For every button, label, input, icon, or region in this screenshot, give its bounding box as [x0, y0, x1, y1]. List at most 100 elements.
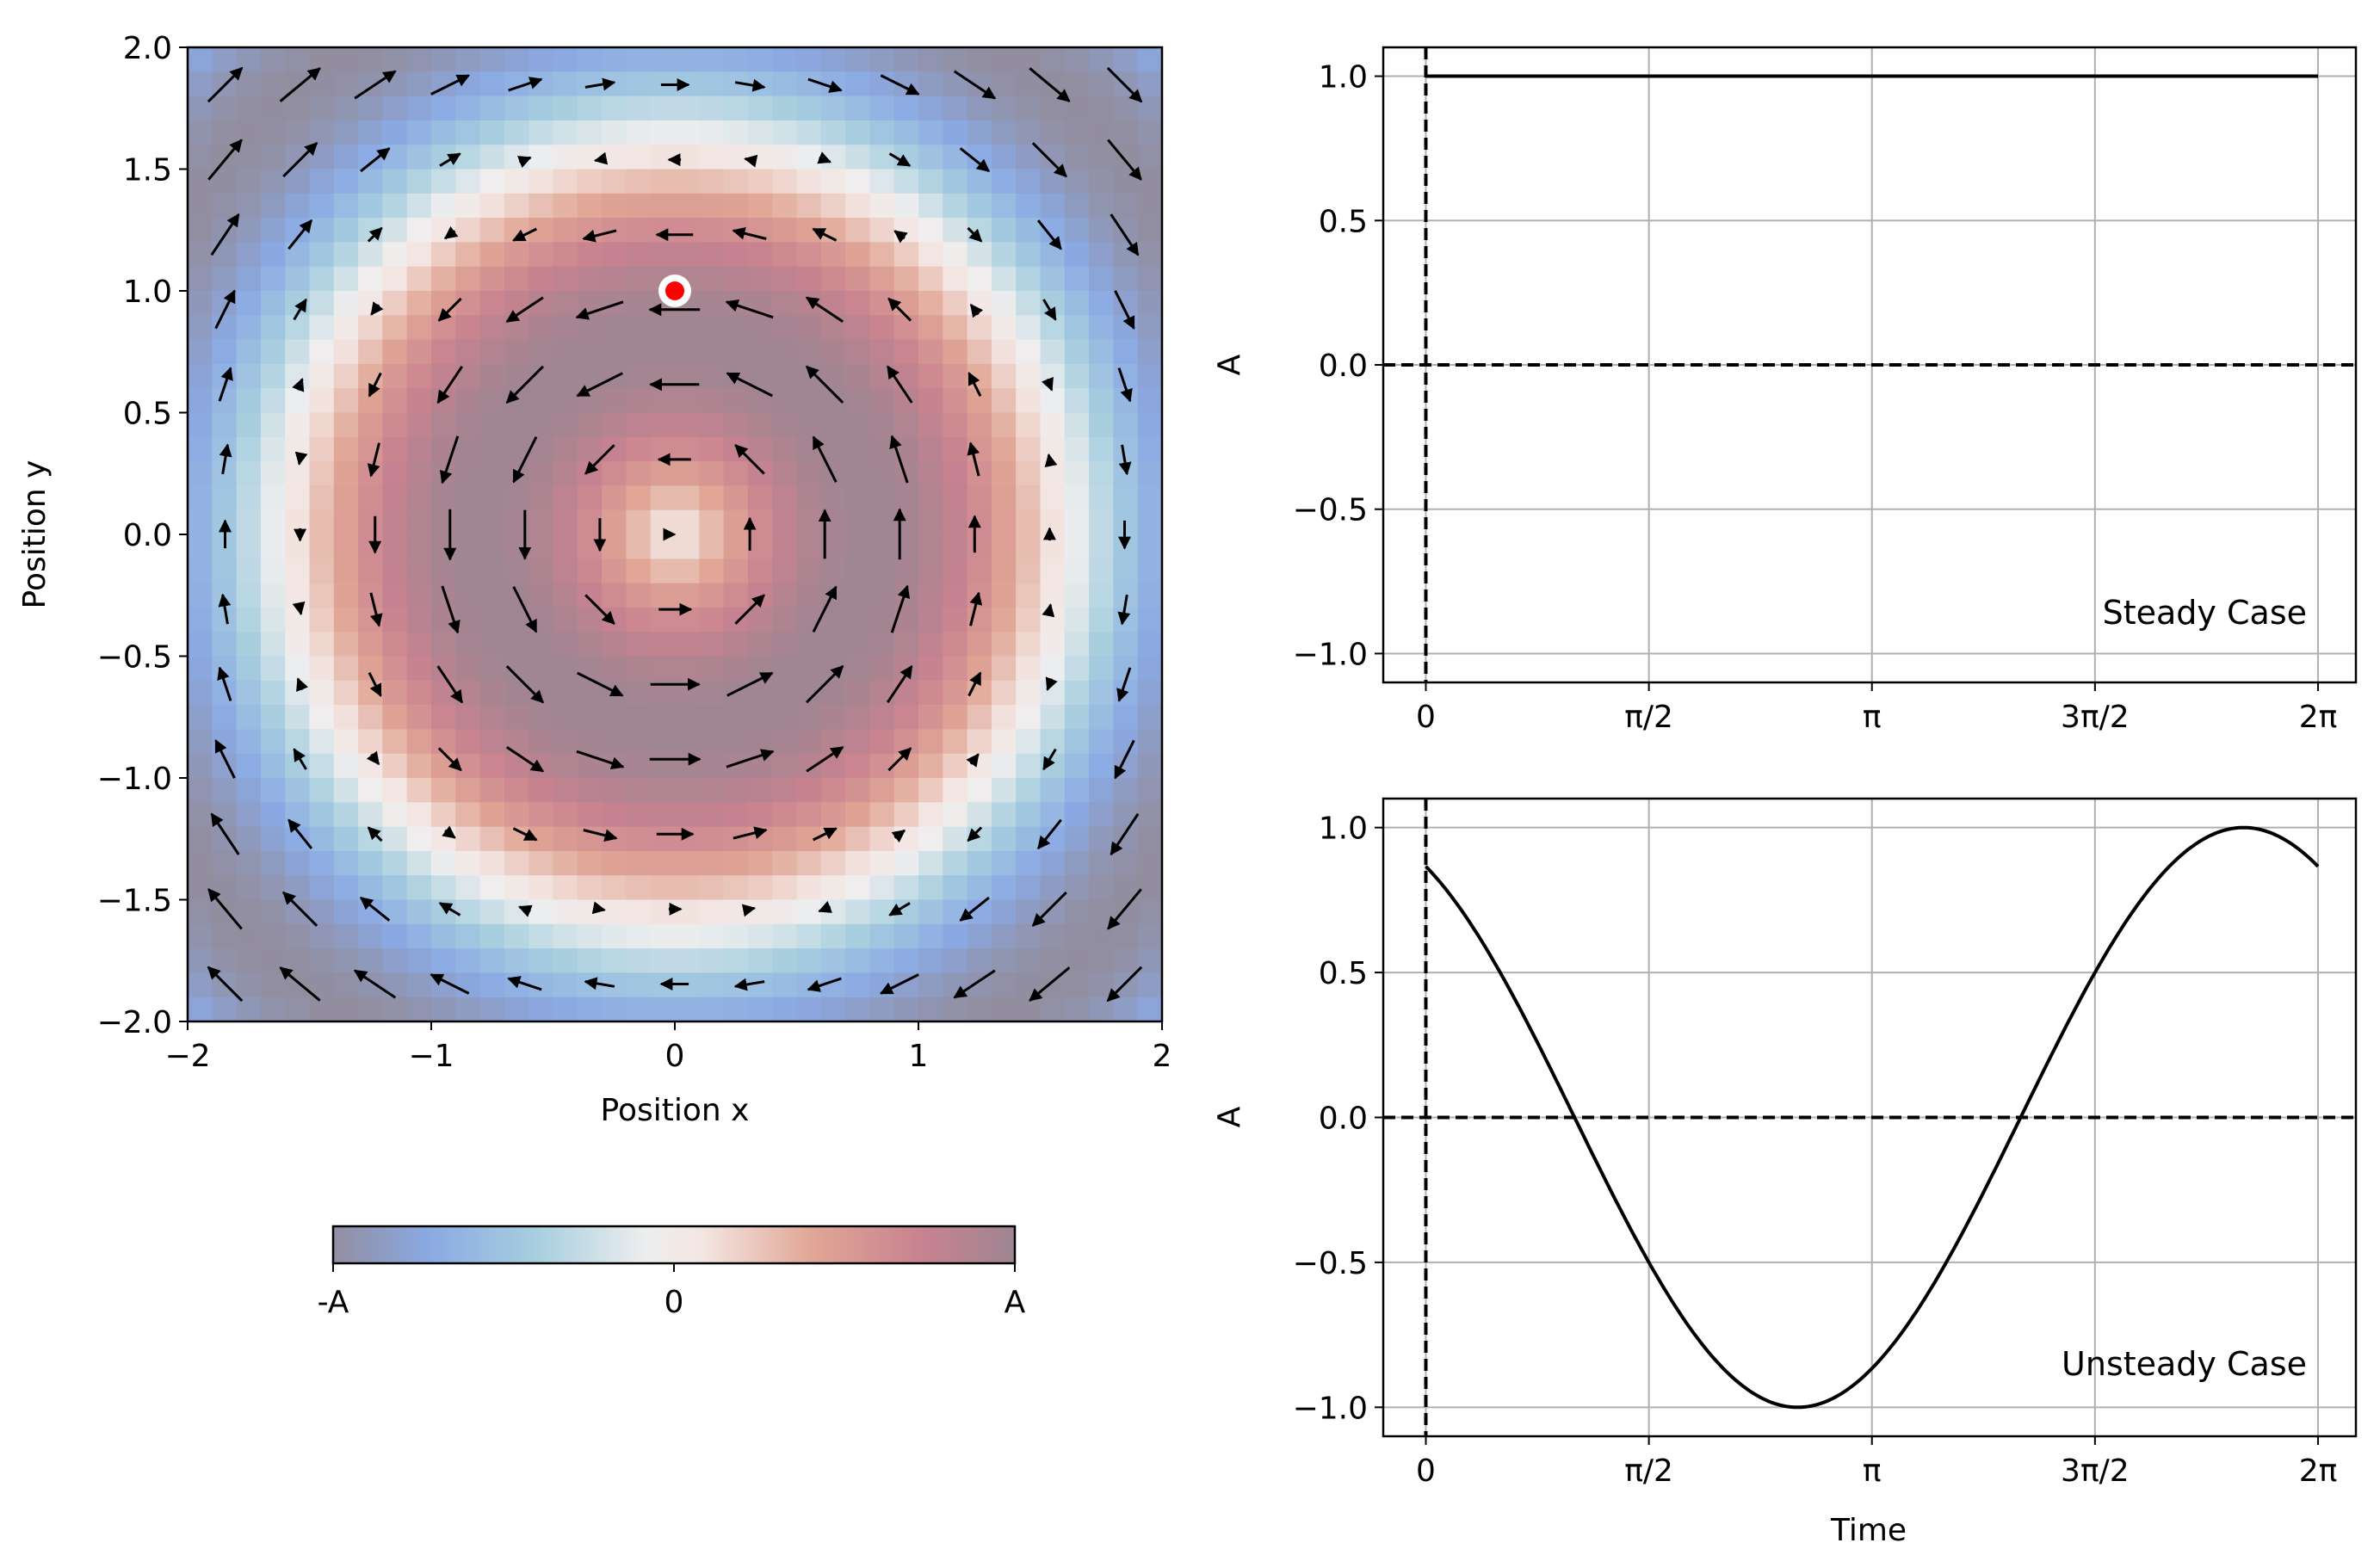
heatmap-cell [1137, 485, 1163, 511]
heatmap-cell [260, 997, 286, 1022]
heatmap-cell [699, 388, 725, 414]
steady-x-ticks: 0 π/2 π 3π/2 2π [1416, 682, 2337, 735]
heatmap-cell [577, 485, 603, 511]
heatmap-cell [455, 193, 481, 219]
heatmap-cell [772, 753, 798, 779]
heatmap-cell [869, 899, 895, 925]
heatmap-cell [820, 778, 846, 803]
heatmap-cell [553, 461, 578, 486]
heatmap-cell [529, 47, 554, 72]
quiver-arrow [959, 896, 990, 922]
heatmap-cell [577, 534, 603, 559]
heatmap-cell [309, 242, 335, 268]
heatmap-cell [747, 509, 773, 535]
heatmap-cell [358, 559, 383, 584]
heatmap-cell [845, 315, 870, 341]
heatmap-cell [212, 972, 238, 998]
heatmap-cell [1089, 656, 1114, 682]
heatmap-cell [553, 218, 578, 243]
heatmap-cell [1040, 899, 1066, 925]
heatmap-cell [1089, 242, 1114, 268]
heatmap-cell [820, 802, 846, 828]
heatmap-cell [1016, 632, 1042, 657]
heatmap-cell [455, 705, 481, 730]
heatmap-cell [553, 96, 578, 121]
heatmap-cell [747, 997, 773, 1022]
heatmap-cell [260, 680, 286, 706]
heatmap-cell [626, 802, 652, 828]
heatmap-cell [918, 315, 943, 341]
heatmap-cells [188, 47, 1163, 1022]
heatmap-cell [991, 461, 1017, 486]
heatmap-cell [188, 972, 213, 998]
heatmap-cell [918, 47, 943, 72]
heatmap-cell [893, 96, 919, 121]
heatmap-cell [406, 363, 432, 389]
heatmap-cell [699, 315, 725, 341]
heatmap-cell [1064, 875, 1090, 901]
heatmap-cell [967, 875, 992, 901]
heatmap-cell [309, 778, 335, 803]
heatmap-cell [796, 388, 822, 414]
quiver-arrow [889, 435, 909, 484]
heatmap-cell [1016, 412, 1042, 438]
heatmap-cell [893, 632, 919, 657]
heatmap-cell [1137, 145, 1163, 170]
heatmap-cell [285, 583, 311, 608]
heatmap-cell [504, 705, 529, 730]
heatmap-cell [796, 96, 822, 121]
heatmap-cell [1089, 632, 1114, 657]
heatmap-cell [675, 218, 700, 243]
quiver-arrow [812, 585, 838, 633]
quiver-arrow [505, 745, 545, 773]
heatmap-cell [333, 802, 359, 828]
heatmap-cell [236, 315, 262, 341]
heatmap-cell [406, 266, 432, 292]
heatmap-cell [845, 242, 870, 268]
heatmap-cell [1089, 363, 1114, 389]
heatmap-cell [455, 485, 481, 511]
heatmap-cell [309, 339, 335, 365]
heatmap-cell [577, 436, 603, 462]
heatmap-cell [1040, 680, 1066, 706]
heatmap-cell [675, 850, 700, 876]
heatmap-cell [991, 875, 1017, 901]
heatmap-cell [772, 729, 798, 755]
heatmap-cell [967, 242, 992, 268]
heatmap-cell [675, 534, 700, 559]
heatmap-cell [943, 778, 968, 803]
heatmap-cell [431, 169, 456, 194]
heatmap-cell [772, 145, 798, 170]
heatmap-x-ticks: −2 −1 0 1 2 [164, 1021, 1171, 1074]
quiver-arrow [812, 227, 838, 242]
steady-y-ticks: 1.00.50.0−0.5−1.0 [1293, 60, 1383, 672]
heatmap-cell [675, 485, 700, 511]
heatmap-cell [626, 899, 652, 925]
quiver-arrow [887, 297, 912, 322]
heatmap-cell [1040, 729, 1066, 755]
heatmap-cell [845, 850, 870, 876]
heatmap-cell [723, 875, 749, 901]
heatmap-cell [188, 559, 213, 584]
heatmap-cell [796, 753, 822, 779]
heatmap-cell [943, 583, 968, 608]
heatmap-cell [869, 388, 895, 414]
heatmap-cell [358, 802, 383, 828]
y-tick-label: −1.0 [1293, 637, 1368, 672]
heatmap-cell [188, 632, 213, 657]
heatmap-cell [602, 388, 627, 414]
heatmap-cell [1113, 120, 1139, 145]
heatmap-cell [1064, 71, 1090, 97]
heatmap-cell [699, 899, 725, 925]
heatmap-cell [747, 218, 773, 243]
heatmap-cell [285, 436, 311, 462]
heatmap-cell [675, 923, 700, 949]
heatmap-cell [747, 315, 773, 341]
heatmap-cell [431, 363, 456, 389]
heatmap-cell [479, 680, 505, 706]
heatmap-cell [333, 583, 359, 608]
colorbar-gradient [331, 1225, 1017, 1265]
heatmap-cell [309, 632, 335, 657]
heatmap-cell [236, 972, 262, 998]
quiver-arrow [1106, 966, 1143, 1003]
